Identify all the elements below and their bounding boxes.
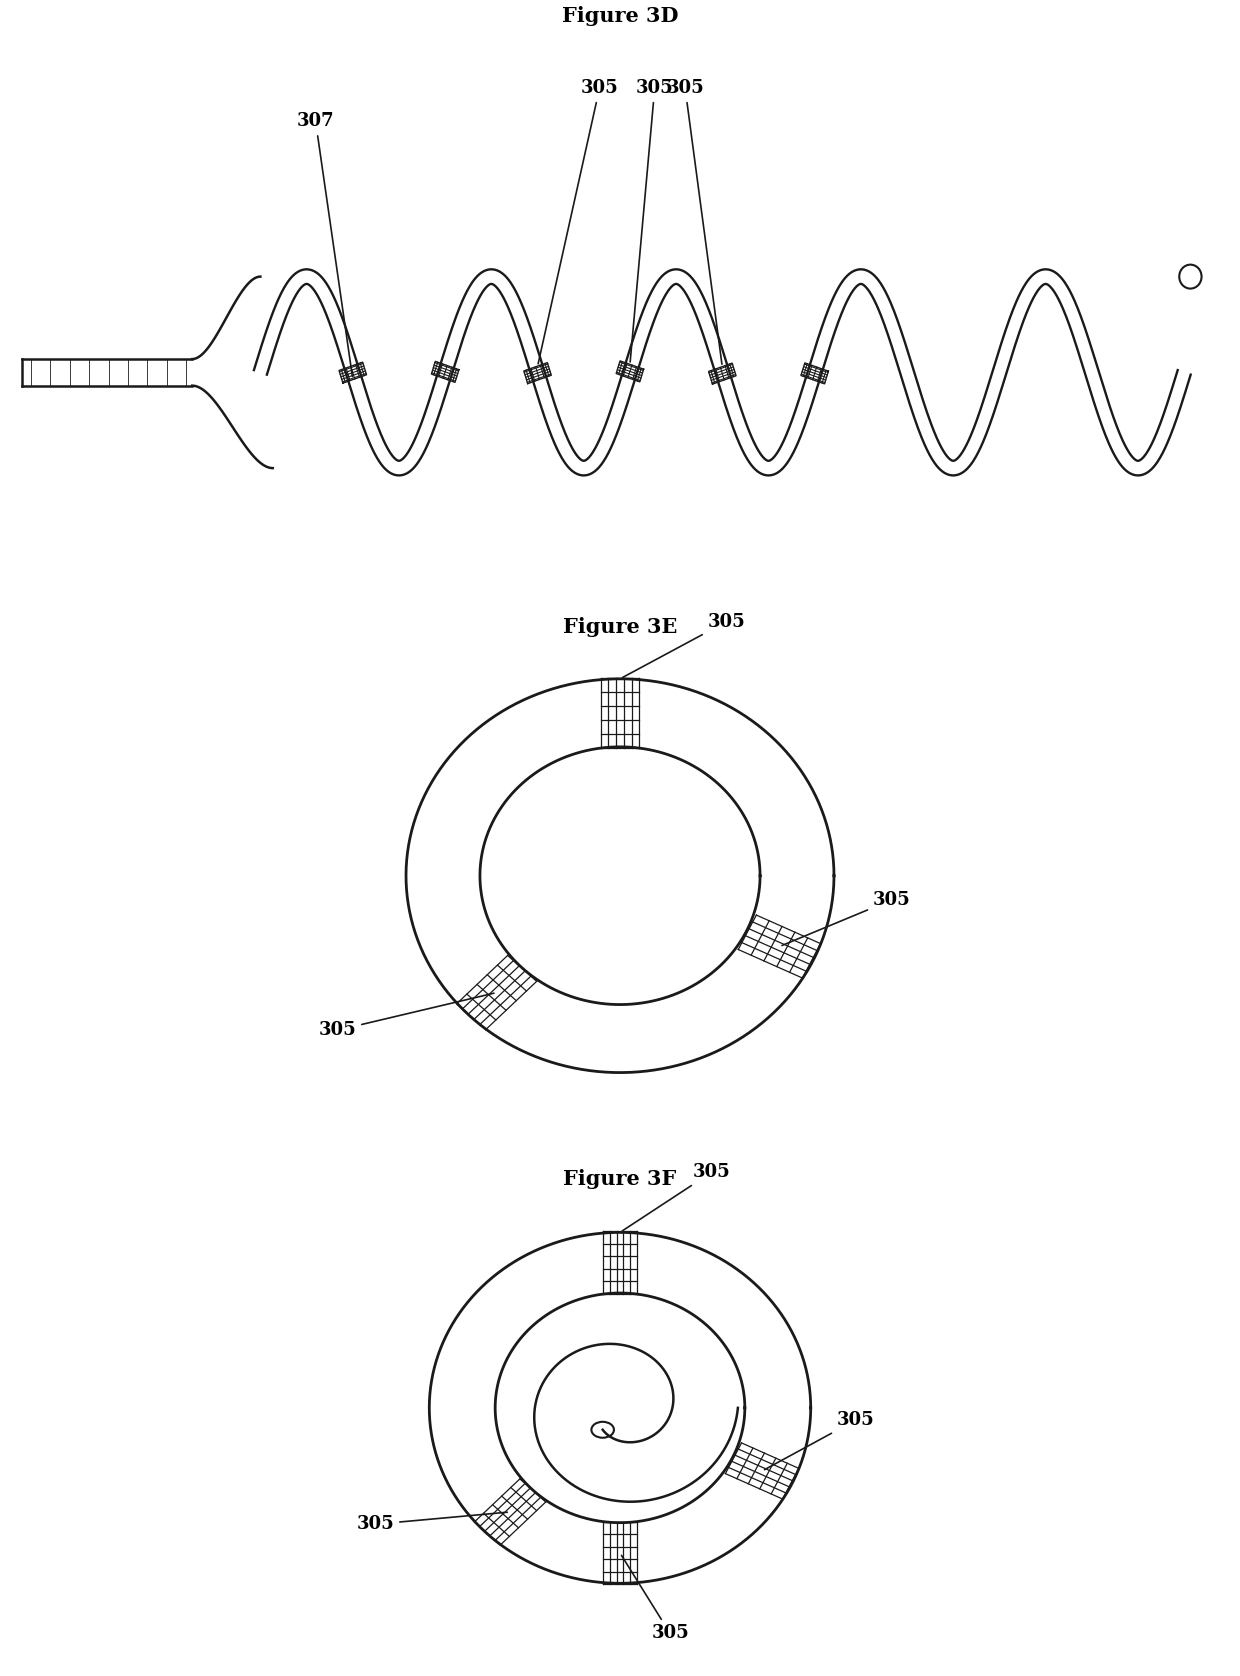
Text: 305: 305 bbox=[356, 1512, 507, 1534]
Text: 305: 305 bbox=[622, 1163, 730, 1230]
Text: 305: 305 bbox=[319, 994, 494, 1039]
Text: 305: 305 bbox=[538, 79, 619, 364]
Text: 305: 305 bbox=[666, 79, 722, 364]
Text: 305: 305 bbox=[782, 892, 910, 945]
Text: Figure 3F: Figure 3F bbox=[563, 1170, 677, 1188]
Text: 305: 305 bbox=[622, 613, 745, 677]
Text: 305: 305 bbox=[765, 1411, 874, 1470]
Text: 307: 307 bbox=[296, 112, 352, 377]
Text: 305: 305 bbox=[630, 79, 673, 362]
Text: Figure 3D: Figure 3D bbox=[562, 7, 678, 27]
Text: Figure 3E: Figure 3E bbox=[563, 617, 677, 637]
Text: 305: 305 bbox=[621, 1555, 689, 1642]
